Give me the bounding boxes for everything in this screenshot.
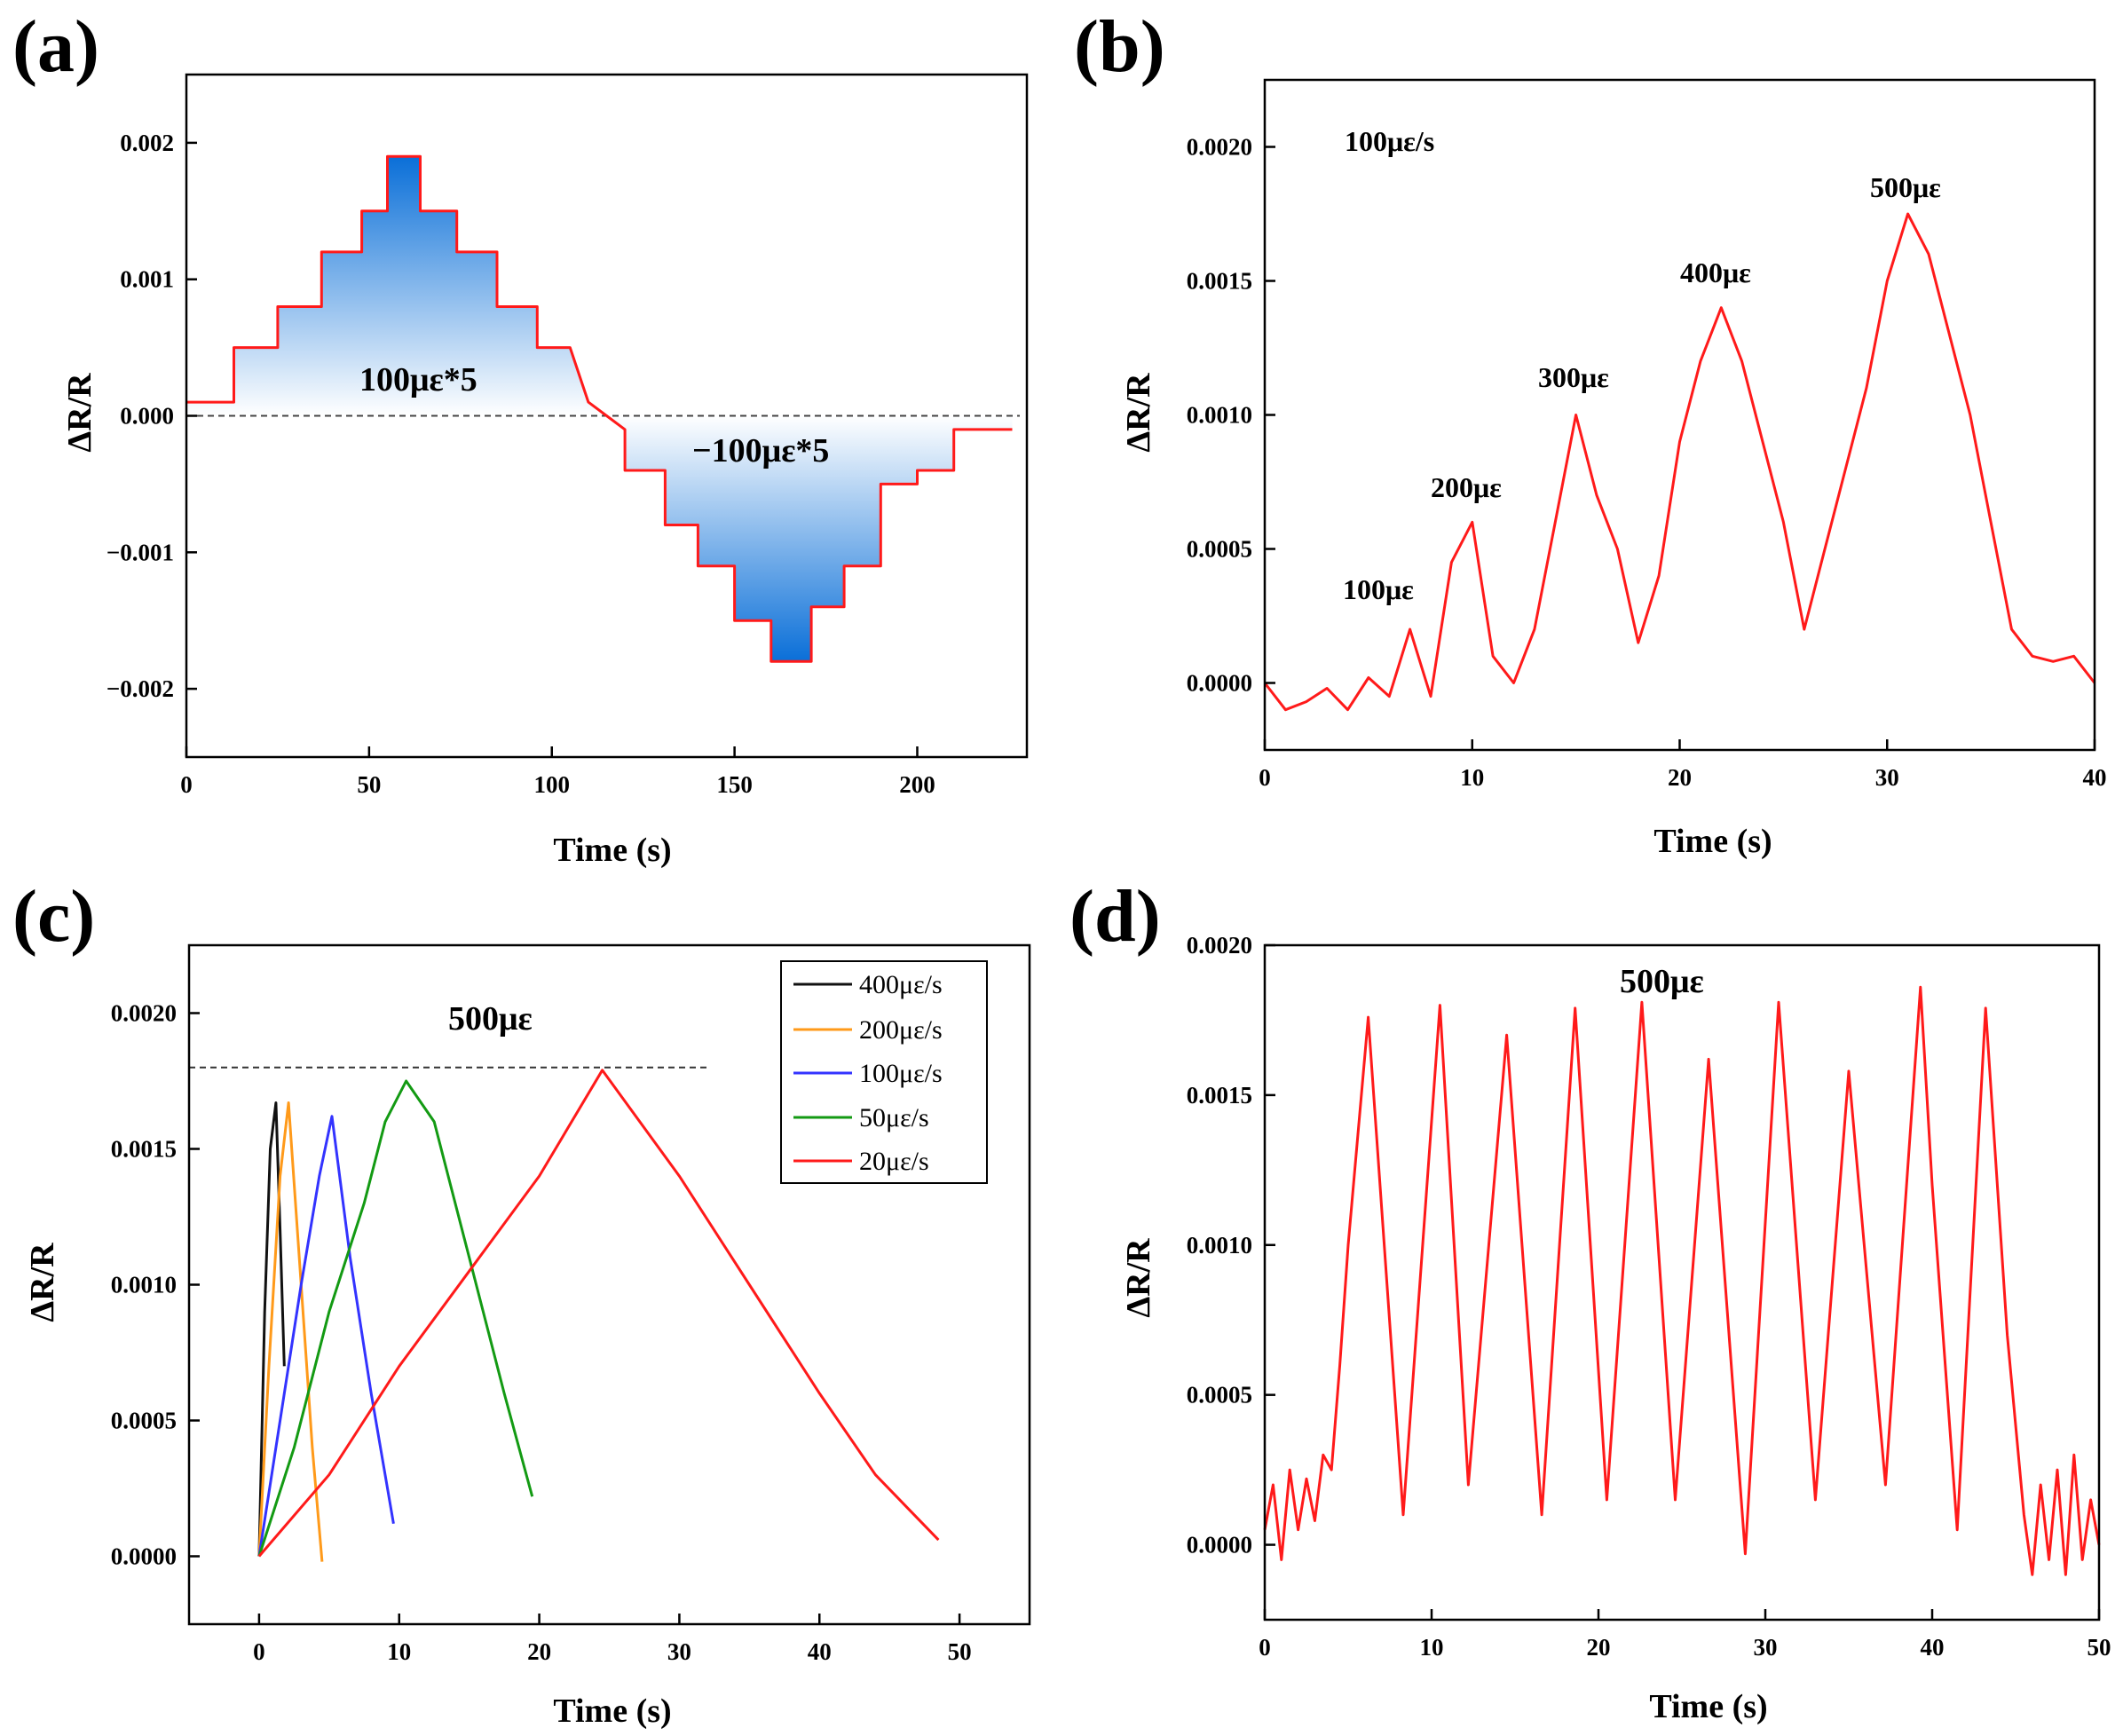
- y-tick-label-c-2: 0.0010: [111, 1272, 177, 1298]
- y-tick-label-b-0: 0.0000: [1187, 670, 1252, 697]
- positive-area-fill: [186, 156, 1013, 416]
- y-tick-label-c-1: 0.0005: [111, 1408, 177, 1434]
- y-tick-label-c-4: 0.0020: [111, 1000, 177, 1027]
- panel-c-ylabel: ΔR/R: [24, 1243, 61, 1322]
- legend-label-200: 200με/s: [859, 1015, 943, 1045]
- y-tick-label-d-1: 0.0005: [1187, 1382, 1252, 1409]
- x-tick-label-d-5: 50: [2087, 1634, 2111, 1661]
- peak-label-400: 400με: [1680, 256, 1751, 288]
- negative-area-fill: [186, 415, 1013, 662]
- series-c-line-3: [257, 1079, 534, 1557]
- series-c-line-0: [257, 1101, 286, 1557]
- y-tick-label-d-0: 0.0000: [1187, 1532, 1252, 1558]
- panel-c-annotation: 500με: [448, 1000, 533, 1038]
- x-tick-label-c-3: 30: [667, 1638, 691, 1665]
- panel-label-c: (c): [12, 875, 95, 958]
- series-b-line: [1263, 212, 2096, 712]
- series-c-line-1: [257, 1101, 324, 1562]
- panel-b-ylabel: ΔR/R: [1120, 373, 1157, 453]
- x-tick-label-d-2: 20: [1587, 1634, 1611, 1661]
- x-tick-label-b-2: 20: [1668, 764, 1692, 791]
- legend-label-400: 400με/s: [859, 970, 943, 999]
- y-tick-label-b-3: 0.0015: [1187, 268, 1252, 295]
- panel-a-chart: 0 50 100 150 200 −0.002 −0.001 0.000 0.001 0.002: [107, 73, 1029, 798]
- y-tick-label-a-4: 0.002: [120, 130, 174, 156]
- x-tick-label-a-1: 50: [357, 771, 381, 798]
- series-c-line-2: [257, 1115, 395, 1557]
- panel-a-annotation-down: −100με*5: [692, 432, 829, 470]
- series-a-line: [186, 154, 1013, 663]
- panel-d-annotation: 500με: [1620, 963, 1704, 1000]
- y-tick-label-b-1: 0.0005: [1187, 536, 1252, 563]
- x-tick-label-c-0: 0: [253, 1638, 265, 1665]
- y-tick-label-d-3: 0.0015: [1187, 1082, 1252, 1109]
- panel-a-ylabel: ΔR/R: [61, 373, 99, 453]
- peak-label-500: 500με: [1870, 171, 1941, 203]
- legend-label-100: 100με/s: [859, 1059, 943, 1088]
- y-tick-label-b-4: 0.0020: [1187, 134, 1252, 161]
- y-tick-label-b-2: 0.0010: [1187, 402, 1252, 429]
- x-tick-label-a-4: 200: [899, 771, 935, 798]
- series-d-line: [1263, 985, 2101, 1576]
- x-tick-label-b-3: 30: [1875, 764, 1899, 791]
- y-tick-label-c-3: 0.0015: [111, 1136, 177, 1163]
- y-tick-label-a-2: 0.000: [120, 403, 174, 430]
- x-tick-label-b-4: 40: [2083, 764, 2107, 791]
- panel-label-d: (d): [1069, 875, 1161, 958]
- y-tick-label-c-0: 0.0000: [111, 1543, 177, 1570]
- panel-c-chart: 0 10 20 30 40 50 0.0000 0.0005 0.0010 0.0015 0.002…: [111, 943, 1031, 1665]
- peak-label-200: 200με: [1431, 471, 1502, 503]
- legend-label-20: 20με/s: [859, 1147, 929, 1176]
- series-c-line-4: [257, 1069, 940, 1558]
- panel-a-annotation-up: 100με*5: [359, 361, 477, 398]
- panel-d-ylabel: ΔR/R: [1120, 1238, 1157, 1318]
- x-tick-label-c-5: 50: [948, 1638, 972, 1665]
- panel-label-a: (a): [12, 5, 99, 88]
- x-tick-label-a-2: 100: [533, 771, 570, 798]
- x-tick-label-d-3: 30: [1754, 1634, 1778, 1661]
- panel-c-xlabel: Time (s): [553, 1693, 671, 1730]
- y-tick-label-a-0: −0.002: [107, 675, 174, 702]
- x-tick-label-c-4: 40: [808, 1638, 832, 1665]
- x-tick-label-a-3: 150: [716, 771, 753, 798]
- y-tick-label-a-3: 0.001: [120, 266, 174, 293]
- x-tick-label-d-0: 0: [1259, 1634, 1271, 1661]
- x-tick-label-a-0: 0: [180, 771, 193, 798]
- y-tick-label-d-4: 0.0020: [1187, 932, 1252, 959]
- x-tick-label-c-1: 10: [387, 1638, 411, 1665]
- x-tick-label-c-2: 20: [527, 1638, 551, 1665]
- panel-label-b: (b): [1074, 5, 1165, 88]
- x-tick-label-d-4: 40: [1921, 1634, 1945, 1661]
- legend-label-50: 50με/s: [859, 1103, 929, 1132]
- panel-b-rate-label: 100με/s: [1345, 125, 1434, 157]
- x-tick-label-b-0: 0: [1259, 764, 1271, 791]
- peak-label-300: 300με: [1538, 361, 1609, 393]
- panel-b-xlabel: Time (s): [1653, 823, 1772, 860]
- panel-a-xlabel: Time (s): [553, 832, 671, 869]
- y-tick-label-d-2: 0.0010: [1187, 1232, 1252, 1259]
- y-tick-label-a-1: −0.001: [107, 539, 174, 565]
- legend: 400με/s 200με/s 100με/s 50με/s 20με/s: [780, 960, 988, 1184]
- x-tick-label-d-1: 10: [1420, 1634, 1444, 1661]
- plot-frame-d: [1263, 943, 2101, 1622]
- panel-d-xlabel: Time (s): [1649, 1688, 1767, 1725]
- panel-d-chart: 0 10 20 30 40 50 0.0000 0.0005 0.0010 0.0015 0.002…: [1187, 932, 2111, 1661]
- x-tick-label-b-1: 10: [1460, 764, 1484, 791]
- panel-b-chart: 0 10 20 30 40 0.0000 0.0005 0.0010 0.0015 0.0020: [1187, 78, 2107, 791]
- peak-label-100: 100με: [1343, 573, 1414, 605]
